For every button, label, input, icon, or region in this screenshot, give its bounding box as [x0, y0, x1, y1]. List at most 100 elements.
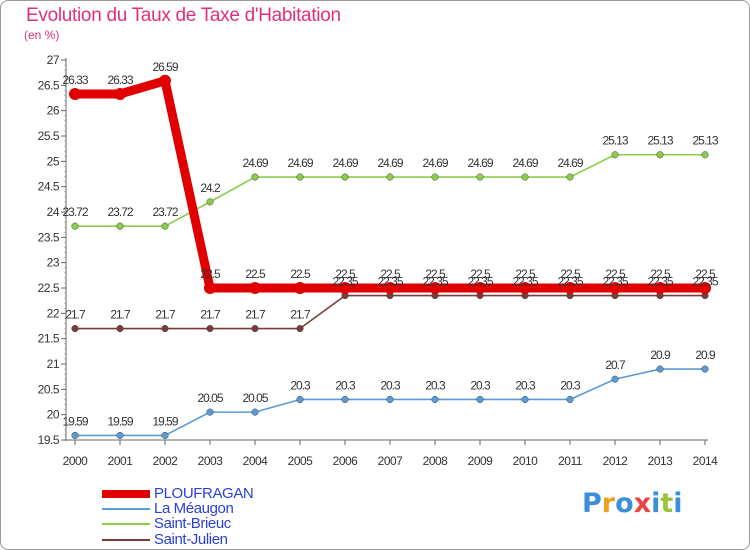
- data-point-saint-brieuc: [386, 173, 394, 181]
- x-tick-label: 2003: [198, 454, 224, 468]
- data-label-saint-brieuc: 25.13: [692, 134, 718, 148]
- data-point-ploufragan: [204, 282, 216, 294]
- logo-letter: P: [582, 488, 602, 519]
- data-label-saint-julien: 21.7: [245, 308, 266, 322]
- x-tick-label: 2002: [153, 454, 179, 468]
- data-label-saint-julien: 21.7: [290, 308, 311, 322]
- data-point-ploufragan: [384, 282, 396, 294]
- legend-label: Saint-Brieuc: [154, 515, 231, 532]
- data-point-ploufragan: [609, 282, 621, 294]
- data-label-la-meaugon: 20.05: [242, 391, 268, 405]
- y-tick-label: 23.5: [38, 230, 60, 244]
- data-point-ploufragan: [519, 282, 531, 294]
- y-tick-label: 25: [47, 154, 60, 168]
- logo-letter: i: [651, 488, 661, 519]
- data-label-la-meaugon: 20.3: [560, 378, 581, 392]
- logo-letter: o: [615, 488, 634, 519]
- data-point-ploufragan: [114, 87, 126, 100]
- data-label-saint-brieuc: 24.69: [377, 156, 403, 170]
- data-point-saint-brieuc: [341, 173, 349, 181]
- y-tick-label: 20.5: [38, 382, 60, 396]
- data-label-saint-brieuc: 24.69: [467, 156, 493, 170]
- y-tick-label: 24: [47, 205, 60, 219]
- y-tick-label: 21.5: [38, 332, 60, 346]
- data-point-la-meaugon: [116, 431, 124, 439]
- data-point-la-meaugon: [296, 395, 304, 404]
- x-tick-label: 2010: [513, 454, 539, 468]
- data-label-ploufragan: 22.5: [695, 267, 716, 281]
- data-point-la-meaugon: [341, 395, 349, 404]
- y-tick-label: 24.5: [38, 180, 60, 194]
- x-tick-label: 2004: [243, 454, 269, 468]
- legend-swatches: [102, 490, 150, 541]
- data-point-la-meaugon: [431, 395, 439, 404]
- data-point-saint-julien: [116, 324, 124, 333]
- data-label-ploufragan: 26.33: [107, 73, 133, 87]
- y-tick-label: 20: [47, 408, 60, 422]
- y-tick-label: 23: [47, 256, 60, 270]
- data-label-ploufragan: 26.33: [62, 73, 88, 87]
- chart-axes: 19.5 20 20.5 21 21.5 22 22.5 23 23.5 24 24.5 25 25.5…: [38, 53, 719, 468]
- data-point-saint-brieuc: [431, 173, 439, 181]
- data-point-saint-brieuc: [206, 198, 214, 206]
- data-label-saint-julien: 22.35: [692, 275, 718, 289]
- data-label-ploufragan: 22.5: [290, 267, 311, 281]
- data-label-la-meaugon: 19.59: [62, 414, 88, 428]
- data-label-saint-brieuc: 24.69: [287, 156, 313, 170]
- data-label-ploufragan: 22.5: [245, 267, 266, 281]
- data-label-saint-brieuc: 23.72: [62, 205, 88, 219]
- series-line-ploufragan: [70, 76, 710, 293]
- data-label-saint-brieuc: 25.13: [602, 134, 628, 148]
- data-label-ploufragan: 22.5: [650, 267, 671, 281]
- data-label-saint-julien: 22.35: [557, 275, 583, 289]
- data-point-la-meaugon: [206, 408, 214, 416]
- data-label-saint-julien: 22.35: [332, 275, 358, 289]
- legend-label: PLOUFRAGAN: [154, 485, 254, 502]
- data-label-la-meaugon: 20.05: [197, 391, 223, 405]
- data-point-ploufragan: [339, 282, 351, 294]
- y-tick-label: 21: [47, 357, 60, 371]
- y-tick-label: 26.5: [38, 78, 60, 92]
- data-label-la-meaugon: 20.3: [425, 378, 446, 392]
- data-point-ploufragan: [159, 74, 171, 87]
- data-point-la-meaugon: [701, 365, 709, 373]
- data-label-ploufragan: 26.59: [152, 60, 178, 74]
- x-tick-label: 2011: [558, 454, 583, 468]
- data-point-saint-julien: [206, 324, 214, 333]
- data-label-saint-julien: 21.7: [200, 308, 221, 322]
- data-point-saint-brieuc: [611, 151, 619, 159]
- data-point-saint-brieuc: [251, 173, 259, 181]
- y-tick-label: 19.5: [38, 433, 60, 447]
- logo-letter: x: [633, 488, 652, 519]
- y-tick-label: 22.5: [38, 281, 60, 295]
- data-label-saint-julien: 21.7: [110, 308, 131, 322]
- data-point-la-meaugon: [251, 408, 259, 416]
- x-tick-label: 2008: [423, 454, 449, 468]
- legend-label: La Méaugon: [154, 500, 234, 517]
- data-point-ploufragan: [654, 282, 666, 294]
- data-point-ploufragan: [474, 282, 486, 294]
- data-point-ploufragan: [429, 282, 441, 294]
- x-tick-label: 2006: [333, 454, 359, 468]
- data-label-la-meaugon: 20.3: [380, 378, 401, 392]
- data-label-ploufragan: 22.5: [560, 267, 581, 281]
- proxiti-logo: Proxiti: [582, 488, 683, 519]
- data-label-saint-brieuc: 24.69: [422, 156, 448, 170]
- y-tick-label: 27: [47, 53, 60, 67]
- data-point-ploufragan: [69, 87, 81, 100]
- data-label-ploufragan: 22.5: [200, 267, 221, 281]
- data-point-la-meaugon: [521, 395, 529, 404]
- logo-letter: t: [660, 488, 674, 519]
- data-point-saint-brieuc: [476, 173, 484, 181]
- data-label-saint-brieuc: 24.2: [200, 181, 221, 195]
- data-label-ploufragan: 22.5: [515, 267, 536, 281]
- data-point-la-meaugon: [386, 395, 394, 404]
- data-label-saint-julien: 22.35: [422, 275, 448, 289]
- data-point-saint-julien: [296, 324, 304, 333]
- data-label-ploufragan: 22.5: [380, 267, 401, 281]
- data-label-la-meaugon: 20.9: [650, 348, 671, 362]
- chart-marks: [69, 74, 711, 439]
- data-label-ploufragan: 22.5: [425, 267, 446, 281]
- data-point-saint-brieuc: [701, 151, 709, 159]
